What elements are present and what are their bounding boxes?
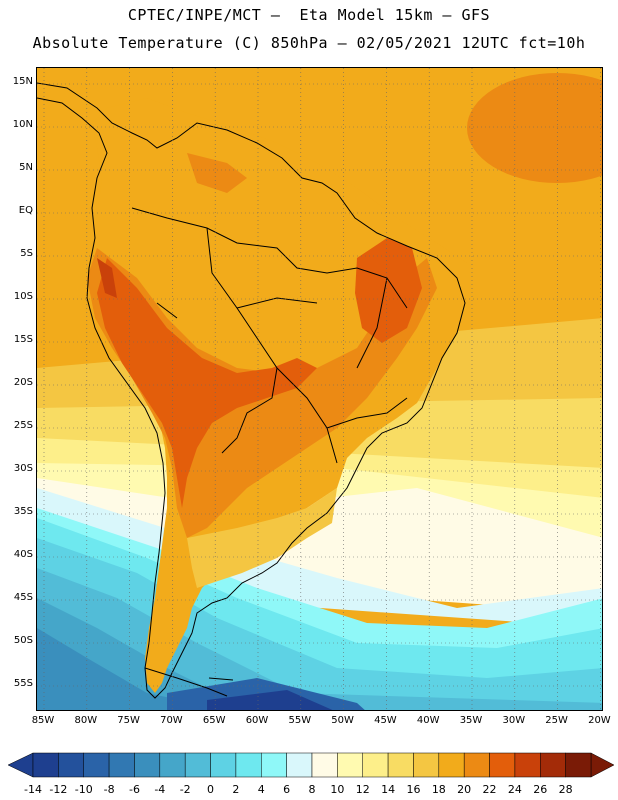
colorbar-label: 8 [308, 783, 316, 796]
lat-label: 15S [13, 334, 33, 345]
gridlines [37, 68, 602, 710]
colorbar-swatch [540, 752, 566, 778]
colorbar-label: 6 [283, 783, 291, 796]
lon-label: 75W [117, 715, 140, 726]
lat-label: 30S [13, 463, 33, 474]
lat-label: EQ [18, 205, 33, 216]
colorbar-swatch [362, 752, 389, 778]
field-north-warm [187, 153, 247, 193]
lon-label: 45W [374, 715, 397, 726]
lon-label: 80W [74, 715, 98, 726]
colorbar-swatch [159, 752, 186, 778]
colorbar-swatch [83, 752, 110, 778]
temperature-map [36, 67, 603, 711]
lon-label: 20W [588, 715, 611, 726]
field-ne-warm [467, 73, 602, 183]
colorbar-label: 24 [507, 783, 522, 796]
colorbar-label: -8 [103, 783, 115, 796]
colorbar-low-cap [7, 752, 34, 778]
colorbar-label: -10 [74, 783, 93, 796]
lat-label: 10N [12, 119, 33, 130]
colorbar-high-cap [590, 752, 615, 778]
colorbar-swatch [438, 752, 465, 778]
colorbar-label: 18 [431, 783, 446, 796]
temperature-map-canvas [37, 68, 602, 710]
lat-label: 20S [13, 377, 33, 388]
lat-label: 45S [13, 592, 33, 603]
colorbar-swatch [387, 752, 414, 778]
colorbar-swatch [565, 752, 592, 778]
colorbar-swatch [514, 752, 541, 778]
lon-label: 85W [31, 715, 55, 726]
lat-label: 5S [20, 248, 33, 259]
colorbar-label: 2 [232, 783, 240, 796]
colorbar-swatch [184, 752, 211, 778]
lon-label: 25W [545, 715, 568, 726]
lat-label: 35S [13, 506, 33, 517]
lon-label: 65W [202, 715, 226, 726]
lat-label: 5N [19, 162, 33, 173]
colorbar-label: -2 [179, 783, 191, 796]
colorbar-label: 16 [406, 783, 421, 796]
lon-label: 30W [502, 715, 526, 726]
field-band-minus6 [37, 628, 228, 710]
colorbar-swatch [286, 752, 313, 778]
field-andes-hot [97, 258, 117, 298]
colorbar-label: 0 [207, 783, 215, 796]
lon-label: 70W [160, 715, 183, 726]
chart-title-line2: Absolute Temperature (C) 850hPa – 02/05/… [32, 34, 586, 52]
lon-label: 35W [459, 715, 483, 726]
lon-label: 55W [288, 715, 312, 726]
colorbar-label: 20 [457, 783, 472, 796]
colorbar-label: 22 [482, 783, 497, 796]
lon-label: 50W [331, 715, 354, 726]
colorbar-swatch [261, 752, 287, 778]
lat-label: 50S [13, 635, 33, 646]
coastlines [37, 82, 466, 699]
colorbar-label: 12 [355, 783, 370, 796]
lat-label: 55S [13, 678, 33, 689]
colorbar-label: 28 [558, 783, 573, 796]
field-south-land [187, 488, 337, 588]
lon-label: 60W [245, 715, 269, 726]
colorbar-label: 14 [381, 783, 396, 796]
colorbar-label: -4 [154, 783, 166, 796]
colorbar-swatch [210, 752, 237, 778]
colorbar-swatch [413, 752, 440, 778]
lon-label: 40W [416, 715, 440, 726]
lat-label: 10S [13, 291, 33, 302]
colorbar-label: -6 [128, 783, 140, 796]
colorbar-label: 26 [533, 783, 548, 796]
colorbar-label: 10 [330, 783, 345, 796]
colorbar [7, 752, 615, 778]
colorbar-swatch [311, 752, 338, 778]
lat-label: 15N [12, 76, 33, 87]
field-hot-core [97, 258, 317, 508]
colorbar-label: -14 [24, 783, 42, 796]
colorbar-swatch [337, 752, 363, 778]
lat-label: 25S [13, 420, 33, 431]
chart-title-line1: CPTEC/INPE/MCT – Eta Model 15km – GFS [127, 6, 491, 24]
colorbar-swatch [58, 752, 84, 778]
field-ne-brazil-warm [355, 238, 422, 343]
colorbar-swatch [134, 752, 161, 778]
lat-label: 40S [13, 549, 33, 560]
colorbar-swatch [235, 752, 262, 778]
colorbar-swatch [32, 752, 59, 778]
colorbar-swatch [463, 752, 490, 778]
colorbar-label: 4 [257, 783, 265, 796]
colorbar-swatch [108, 752, 135, 778]
colorbar-swatch [489, 752, 516, 778]
colorbar-label: -12 [49, 783, 68, 796]
